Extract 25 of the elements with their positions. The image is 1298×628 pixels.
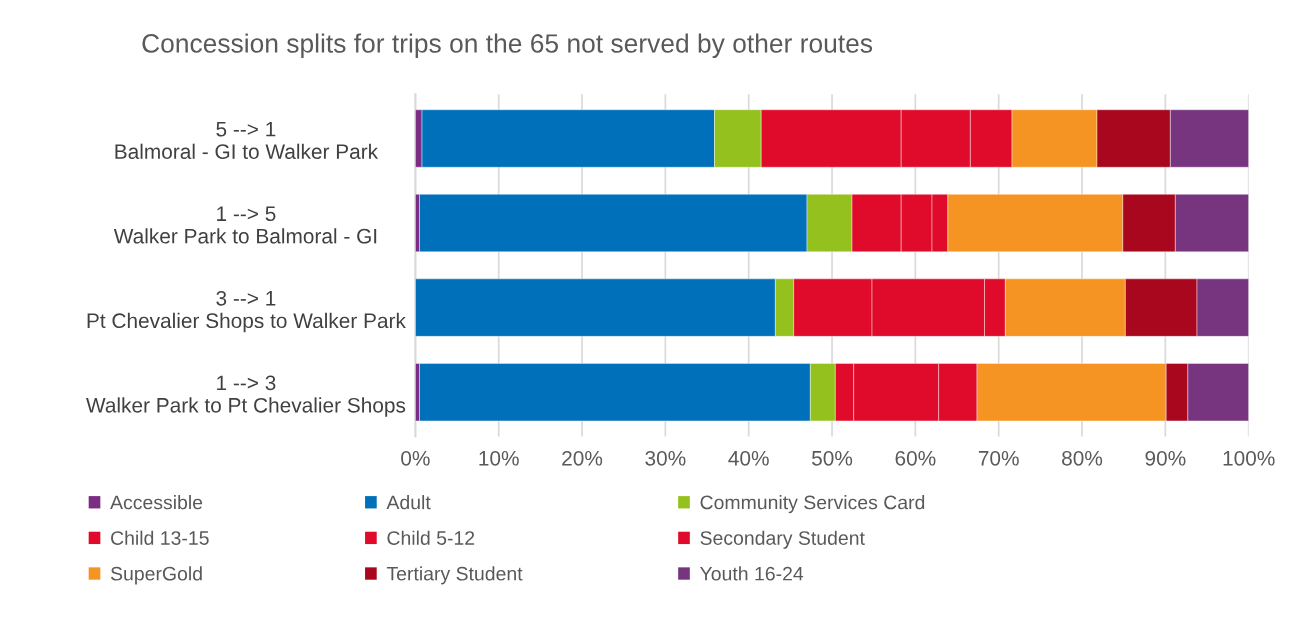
x-tick-label: 60% (895, 450, 936, 466)
y-tick-label: 1 --> 3 Walker Park to Pt Chevalier Shops (86, 375, 406, 417)
x-tick-label: 50% (812, 450, 853, 466)
y-tick-label: 5 --> 1 Balmoral - GI to Walker Park (115, 122, 379, 159)
y-tick-label: 3 --> 1 Pt Chevalier Shops to Walker Park (87, 290, 406, 333)
x-tick-label: 90% (1145, 450, 1186, 466)
legend-label: Youth 16-24 (699, 566, 804, 581)
x-tick-label: 70% (978, 450, 1019, 466)
y-tick-label: 1 --> 5 Walker Park to Balmoral - GI (113, 206, 377, 244)
legend-label: Adult (386, 495, 431, 510)
x-tick-label: 20% (562, 450, 603, 466)
x-tick-label: 100% (1223, 450, 1275, 466)
legend-label: Child 13-15 (111, 530, 209, 545)
x-tick-label: 10% (479, 450, 519, 466)
legend-label: Community Services Card (700, 495, 925, 514)
x-tick-label: 80% (1062, 450, 1103, 466)
legend-label: Child 5-12 (387, 530, 475, 545)
x-tick-label: 40% (728, 450, 769, 466)
chart-title: Concession splits for trips on the 65 not served by other routes (142, 33, 873, 59)
legend-label: Accessible (110, 495, 203, 510)
legend-label: Tertiary Student (386, 566, 523, 585)
legend-label: Secondary Student (700, 530, 865, 549)
legend-label: SuperGold (110, 566, 202, 585)
x-tick-label: 30% (645, 450, 686, 466)
x-tick-label: 0% (401, 450, 430, 466)
